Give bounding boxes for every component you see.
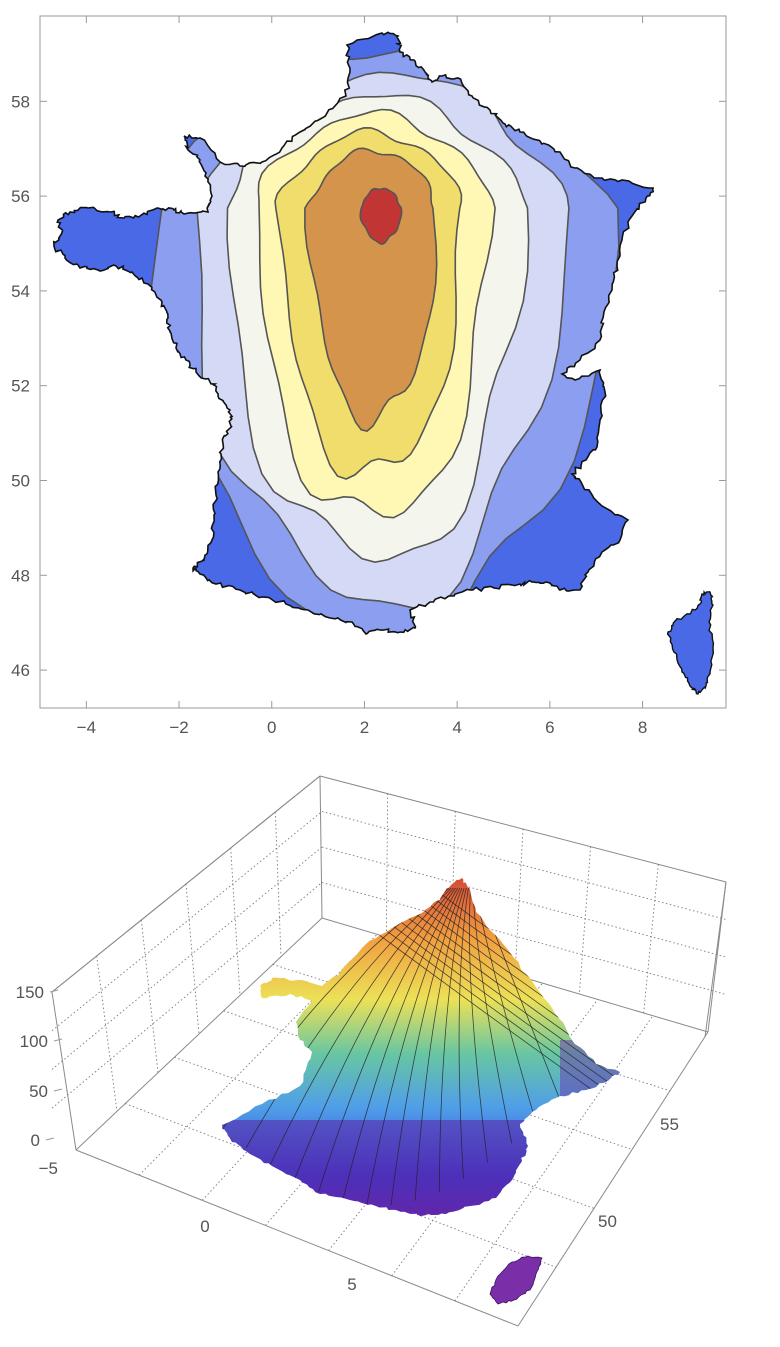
mesh-line <box>458 887 469 1179</box>
grid-line <box>274 811 282 957</box>
contour-bands <box>53 32 655 635</box>
mesh-line <box>269 887 452 1165</box>
x-tick-label: 4 <box>452 718 461 737</box>
box-edge <box>51 991 77 1151</box>
box-edge <box>707 881 727 1033</box>
x-tick-label: 2 <box>360 718 369 737</box>
y-tick-label-3d: 50 <box>598 1212 617 1231</box>
mesh-line <box>366 887 461 1205</box>
grid-line <box>321 846 727 958</box>
z-tick-label: 0 <box>31 1131 40 1150</box>
contour-band-7 <box>359 187 403 245</box>
x-tick-label-3d: −5 <box>39 1159 58 1178</box>
grid-line <box>96 955 118 1112</box>
grid-line <box>185 883 200 1035</box>
z-tick-mark <box>49 989 59 993</box>
grid-line <box>230 847 241 996</box>
grid-line <box>125 1103 557 1268</box>
y-tick-label: 58 <box>11 92 30 111</box>
contour-y-axis: 46 48 50 52 54 56 58 <box>11 92 726 680</box>
grid-line <box>578 846 592 995</box>
grid-line <box>514 828 524 976</box>
z-tick-label: 50 <box>29 1082 48 1101</box>
x-tick-label-3d: 5 <box>347 1275 356 1294</box>
y-tick-label: 50 <box>11 471 30 490</box>
x-tick-label: −2 <box>169 718 188 737</box>
surface-plot: 0 50 100 150 −5 0 5 50 55 <box>16 775 727 1327</box>
z-tick-label: 100 <box>20 1032 48 1051</box>
grid-line <box>140 919 159 1073</box>
x-tick-label-3d: 0 <box>200 1217 209 1236</box>
box-edge <box>319 775 323 919</box>
surface-base-shade <box>222 1120 620 1216</box>
mesh-line <box>414 887 465 1201</box>
grid-line <box>138 933 378 1176</box>
mesh-line <box>318 887 456 1192</box>
grid-line <box>201 950 433 1201</box>
surface-box-front <box>51 775 727 1327</box>
mesh-line <box>437 891 489 929</box>
x-tick-label: 8 <box>638 718 647 737</box>
grid-line <box>51 811 323 1032</box>
z-tick-label: 150 <box>16 983 44 1002</box>
grid-line <box>51 882 323 1109</box>
contour-frame <box>39 15 727 709</box>
x-tick-label: −4 <box>77 718 96 737</box>
y-tick-label-3d: 55 <box>660 1115 679 1134</box>
z-tick-mark <box>53 1088 63 1092</box>
grid-line <box>385 793 389 938</box>
surface-axes: 0 50 100 150 −5 0 5 50 55 <box>16 983 679 1294</box>
box-edge <box>517 1031 709 1327</box>
corsica-surface <box>489 1255 543 1305</box>
surface-mesh <box>222 878 620 1305</box>
y-tick-label: 52 <box>11 377 30 396</box>
z-tick-mark <box>45 1137 55 1141</box>
z-tick-mark <box>53 1038 63 1042</box>
box-edge <box>51 775 321 993</box>
grid-line <box>51 846 323 1070</box>
grid-line <box>643 864 659 1014</box>
y-tick-label: 56 <box>11 187 30 206</box>
mesh-line <box>342 887 459 1201</box>
y-tick-label: 48 <box>11 566 30 585</box>
y-tick-label: 46 <box>11 661 30 680</box>
grid-line <box>321 811 727 920</box>
france-outline <box>52 31 655 635</box>
contour-x-axis: −4 −2 0 2 4 6 8 <box>77 16 647 737</box>
grid-line <box>265 966 488 1226</box>
mesh-line <box>472 887 513 1144</box>
grid-line <box>454 1015 654 1302</box>
x-tick-label: 6 <box>545 718 554 737</box>
mesh-line <box>294 887 454 1180</box>
x-tick-label: 0 <box>267 718 276 737</box>
y-tick-label: 54 <box>11 282 30 301</box>
box-edge <box>75 1149 519 1327</box>
surface-edge-shade <box>560 1040 620 1120</box>
grid-line <box>321 882 727 995</box>
contour-band-6 <box>304 147 438 432</box>
corsica-outline <box>666 590 715 695</box>
